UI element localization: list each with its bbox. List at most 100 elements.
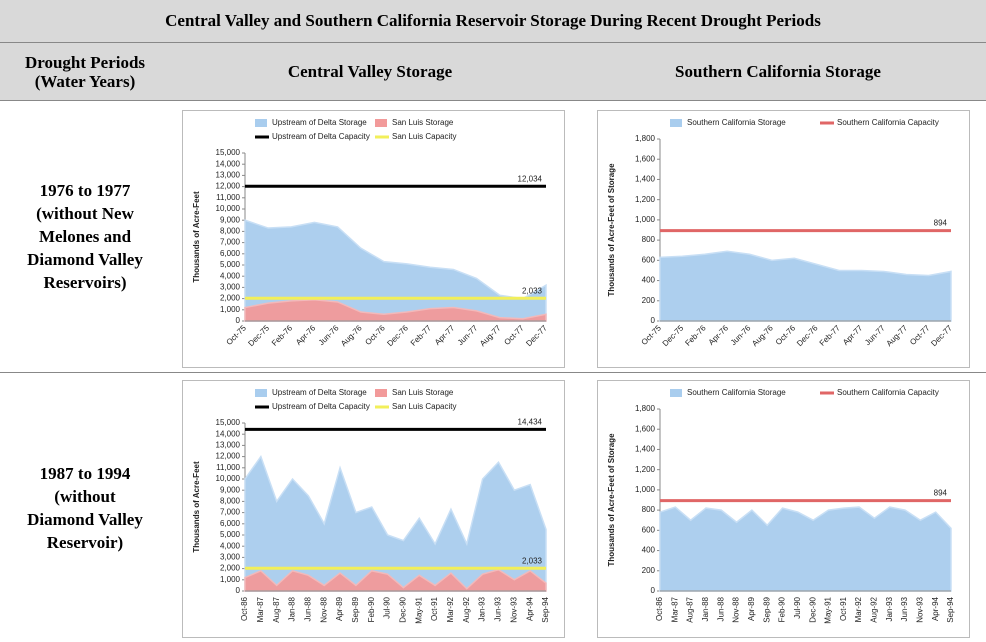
x-tick-label: Feb-77 [409,323,434,348]
x-tick-label: Aug-87 [686,596,695,622]
y-tick-label: 400 [642,546,656,555]
legend-swatch [670,119,682,127]
x-tick-label: Nov-88 [732,596,741,622]
x-tick-label: Jan-88 [288,596,297,621]
x-tick-label: Jan-93 [478,596,487,621]
y-tick-label: 5,000 [220,530,241,539]
x-tick-label: Oct-86 [655,596,664,621]
y-tick-label: 7,000 [220,238,241,247]
y-tick-label: 8,000 [220,227,241,236]
y-tick-label: 0 [236,316,241,325]
y-tick-label: 200 [642,296,656,305]
capacity-label: 12,034 [518,174,543,183]
x-tick-label: Mar-92 [446,596,455,622]
legend-swatch [255,389,267,397]
x-tick-label: Sep-89 [762,596,771,622]
x-tick-label: Apr-94 [931,596,940,621]
area [659,250,952,322]
x-tick-label: Dec-76 [795,323,820,348]
legend-swatch [375,389,387,397]
y-tick-label: 11,000 [216,193,240,202]
divider [0,42,986,43]
y-tick-label: 14,000 [216,159,241,168]
x-tick-label: Apr-89 [335,596,344,621]
divider [0,372,986,373]
x-tick-label: Jun-88 [303,596,312,621]
y-tick-label: 600 [642,525,656,534]
legend-label: San Luis Storage [392,118,454,127]
x-tick-label: Sep-94 [946,596,955,622]
x-tick-label: Oct-91 [839,596,848,621]
x-tick-label: Aug-77 [478,323,503,348]
x-tick-label: Jan-88 [701,596,710,621]
capacity-label: 2,033 [522,556,543,565]
chart: Upstream of Delta Storage San Luis Storag… [182,380,565,638]
header: Drought Periods (Water Years) [0,43,170,100]
legend-swatch [670,389,682,397]
x-tick-label: Nov-88 [319,596,328,622]
x-tick-label: Aug-76 [339,323,364,348]
y-tick-label: 1,400 [635,175,656,184]
legend-swatch [375,119,387,127]
y-tick-label: 10,000 [216,204,241,213]
y-tick-label: 800 [642,235,656,244]
y-axis-title: Thousands of Acre-Feet [192,191,201,283]
legend-label: Upstream of Delta Capacity [272,132,370,141]
x-tick-label: Sep-94 [541,596,550,622]
y-tick-label: 800 [642,505,656,514]
x-tick-label: Oct-91 [430,596,439,621]
y-axis-title: Thousands of Acre-Feet [192,461,201,553]
x-tick-label: Feb-76 [683,323,708,348]
x-tick-label: Dec-75 [661,323,686,348]
y-tick-label: 9,000 [220,485,241,494]
x-tick-label: Dec-76 [385,323,410,348]
x-tick-label: Apr-77 [433,323,457,347]
legend-label: Upstream of Delta Storage [272,388,367,397]
x-tick-label: Oct-77 [502,323,526,347]
y-tick-label: 12,000 [216,182,241,191]
x-tick-label: Feb-90 [778,596,787,622]
y-tick-label: 200 [642,566,656,575]
x-tick-label: May-91 [414,596,423,623]
x-tick-label: Apr-77 [841,323,865,347]
x-tick-label: Jun-77 [456,323,480,347]
x-tick-label: Jun-93 [900,596,909,621]
x-tick-label: Oct-76 [774,323,798,347]
x-tick-label: Aug-77 [885,323,910,348]
y-tick-label: 3,000 [220,283,241,292]
x-tick-label: Dec-77 [929,323,954,348]
y-tick-label: 8,000 [220,497,241,506]
x-tick-label: Feb-76 [270,323,295,348]
row-label: 1987 to 1994 (without Diamond Valley Res… [27,463,143,552]
legend-label: Southern California Storage [687,388,786,397]
row-label: 1976 to 1977 (without New Melones and Di… [27,180,143,292]
header: Central Valley Storage [170,43,570,100]
area [659,506,952,592]
x-tick-label: Feb-77 [818,323,843,348]
x-tick-label: Dec-90 [399,596,408,622]
x-tick-label: Oct-75 [225,323,249,347]
y-tick-label: 0 [236,586,241,595]
x-tick-label: Mar-92 [854,596,863,622]
x-tick-label: Dec-75 [246,323,271,348]
x-tick-label: May-91 [824,596,833,623]
y-tick-label: 5,000 [220,260,241,269]
capacity-label: 14,434 [518,417,543,426]
y-tick-label: 2,000 [220,564,241,573]
y-tick-label: 400 [642,276,656,285]
x-tick-label: Aug-87 [272,596,281,622]
x-tick-label: Jun-93 [494,596,503,621]
y-tick-label: 1,600 [635,424,656,433]
x-tick-label: Jun-76 [317,323,341,347]
y-tick-label: 14,000 [216,429,241,438]
y-tick-label: 2,000 [220,294,241,303]
y-tick-label: 0 [651,316,656,325]
x-tick-label: Aug-92 [462,596,471,622]
y-tick-label: 1,800 [635,134,656,143]
legend-label: Southern California Capacity [837,118,939,127]
x-tick-label: Dec-77 [524,323,549,348]
area [244,568,547,592]
y-tick-label: 7,000 [220,508,241,517]
x-tick-label: Oct-75 [640,323,664,347]
x-tick-label: Apr-89 [747,596,756,621]
